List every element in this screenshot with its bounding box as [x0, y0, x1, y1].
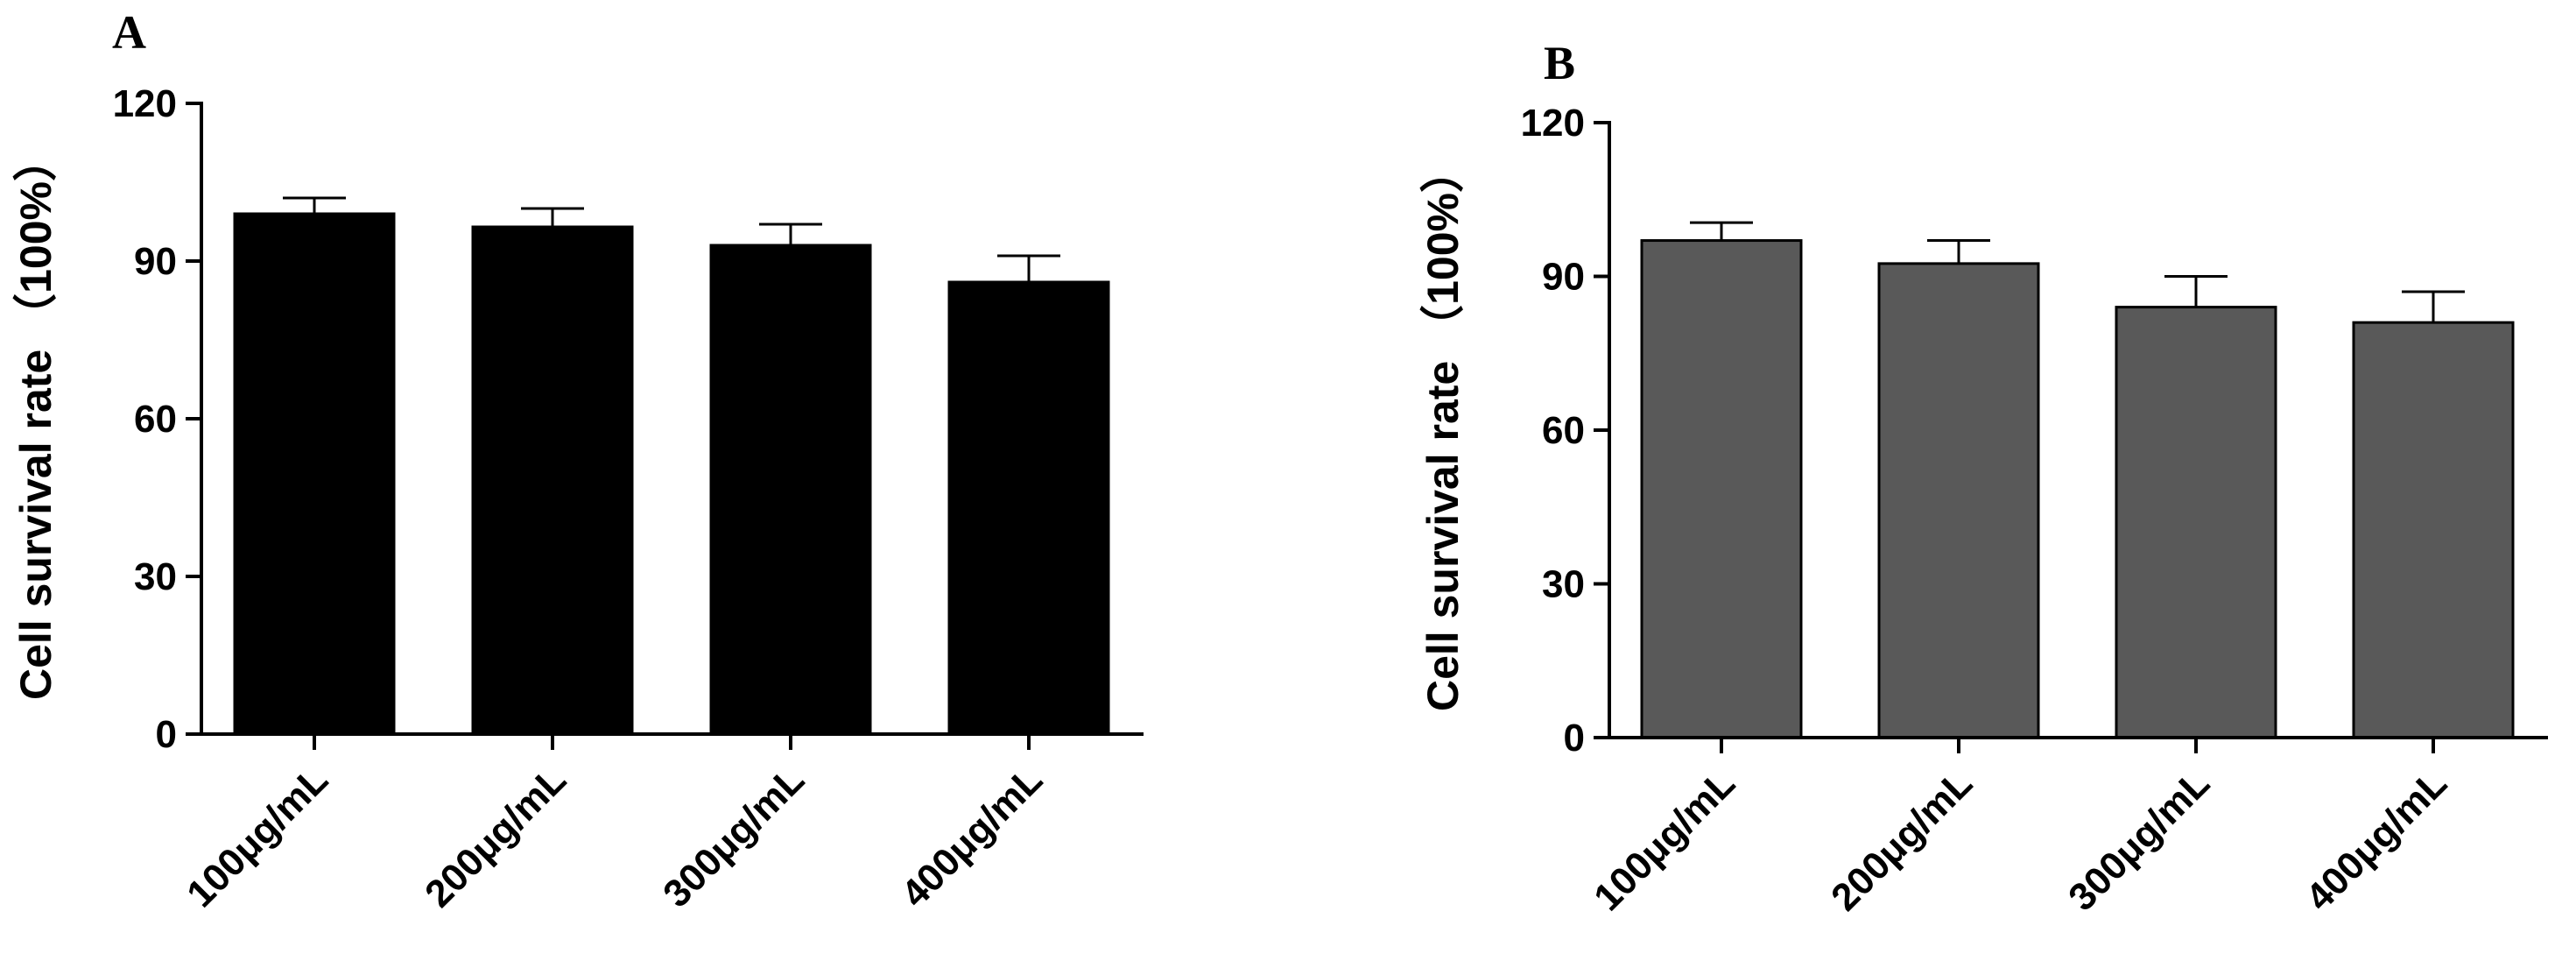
y-tick-label: 0 [156, 713, 177, 756]
panel-label: B [1544, 37, 1575, 89]
x-tick-label: 200μg/mL [417, 758, 574, 915]
x-tick-label: 300μg/mL [2060, 761, 2218, 919]
x-tick-label: 400μg/mL [893, 758, 1051, 915]
chart-panel-a: A 100μg/mL 200μg/mL 300μg/mL 400μg/mL 0 30 60 90… [11, 6, 1144, 915]
y-tick-label: 90 [1542, 256, 1585, 299]
y-axis-title: Cell survival rate （100%） [11, 138, 60, 700]
x-tick-label: 100μg/mL [179, 758, 336, 915]
bar [1877, 262, 2040, 739]
x-tick-label: 200μg/mL [1823, 761, 1981, 919]
bar [1640, 239, 1803, 739]
bar [2115, 306, 2277, 739]
bar [709, 244, 872, 736]
bar [471, 225, 634, 736]
y-tick-label: 90 [134, 240, 177, 283]
y-axis-title: Cell survival rate （100%） [1418, 149, 1467, 711]
bar [2352, 321, 2515, 739]
y-tick-label: 30 [134, 555, 177, 598]
bar [233, 212, 396, 736]
y-tick-label: 60 [134, 398, 177, 441]
y-tick-label: 120 [113, 82, 177, 125]
x-tick-label: 300μg/mL [655, 758, 813, 915]
bar [947, 280, 1110, 736]
panel-label: A [112, 6, 146, 59]
y-tick-label: 30 [1542, 563, 1585, 606]
y-tick-label: 120 [1521, 102, 1585, 145]
chart-panel-b: B 100μg/mL 200μg/mL 300μg/mL 400μg/mL 0 30 60 90… [1418, 37, 2548, 919]
x-tick-label: 400μg/mL [2298, 761, 2455, 919]
y-tick-label: 60 [1542, 409, 1585, 452]
x-tick-label: 100μg/mL [1586, 761, 1743, 919]
y-tick-label: 0 [1564, 717, 1585, 760]
